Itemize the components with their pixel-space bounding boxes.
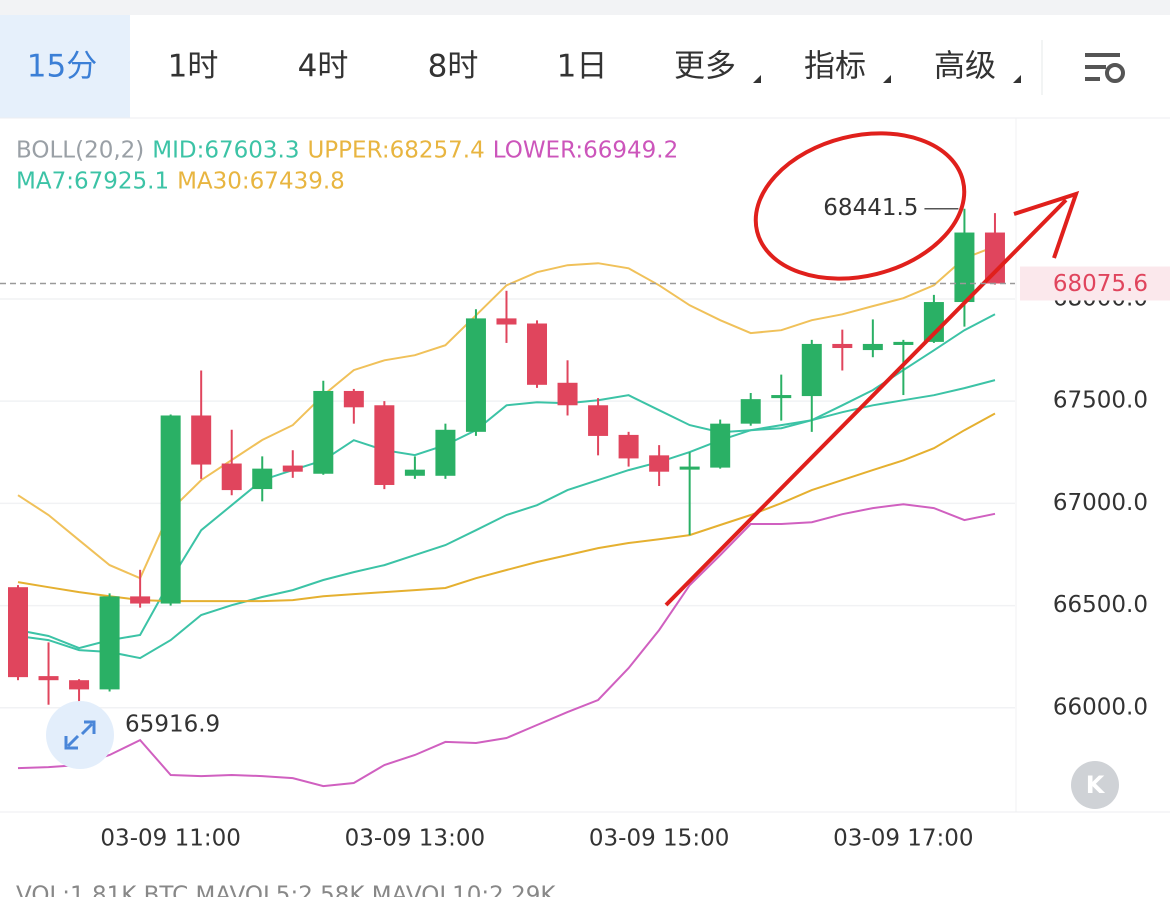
indicator-line <box>17 245 996 580</box>
indicator-line <box>17 313 996 650</box>
candle-body <box>374 405 395 485</box>
legend-entry: MID:67603.3 <box>152 138 299 164</box>
candle-body <box>832 343 853 349</box>
tab[interactable]: 高级 <box>934 49 996 85</box>
settings-icon[interactable] <box>1085 53 1125 83</box>
scroll-end-icon: K <box>1086 771 1106 799</box>
dropdown-caret <box>883 75 891 83</box>
indicator-line <box>17 412 996 603</box>
y-tick-label: 67500.0 <box>1053 388 1148 414</box>
candle-body <box>130 596 151 604</box>
candle-body <box>282 465 303 472</box>
status-strip <box>0 0 1170 15</box>
candle-body <box>69 680 90 690</box>
candle-body <box>160 415 181 604</box>
tab[interactable]: 指标 <box>804 49 866 85</box>
dropdown-caret <box>753 75 761 83</box>
candle-body <box>923 302 944 342</box>
candle-body <box>38 676 59 681</box>
volume-legend: VOL:1.81K BTC MAVOL5:2.58K MAVOL10:2.29K <box>16 883 556 897</box>
candle-body <box>343 390 364 408</box>
hand-annotation <box>664 131 1080 607</box>
y-tick-label: 67000.0 <box>1053 490 1148 516</box>
candle-body <box>465 318 486 432</box>
candle-body <box>221 463 242 491</box>
legend-entry: BOLL(20,2) <box>16 138 144 164</box>
tab[interactable]: 1日 <box>557 49 608 85</box>
candle-body <box>618 434 639 459</box>
selected-tab-bg <box>0 15 130 118</box>
candle-body <box>99 596 120 690</box>
candle-body <box>862 343 883 351</box>
x-tick-label: 03-09 17:00 <box>833 826 973 852</box>
y-tick-label: 66000.0 <box>1053 694 1148 720</box>
expand-button[interactable] <box>46 701 114 769</box>
x-tick-label: 03-09 13:00 <box>345 826 485 852</box>
high-label: 68441.5 <box>823 195 918 221</box>
candle-body <box>191 415 212 465</box>
expand-icon <box>64 720 96 750</box>
legend-entry: MA7:67925.1 <box>16 169 169 195</box>
last-price-label: 68075.6 <box>1053 271 1148 297</box>
tab[interactable]: 更多 <box>674 49 736 85</box>
low-label: 65916.9 <box>125 711 220 737</box>
tab[interactable]: 4时 <box>298 49 349 85</box>
candle-body <box>527 323 548 385</box>
candle-body <box>649 455 670 472</box>
candle-body <box>496 318 517 325</box>
tab[interactable]: 15分 <box>27 49 97 85</box>
candle-body <box>984 232 1005 284</box>
candle-body <box>404 469 425 476</box>
candle-body <box>740 399 761 424</box>
tab[interactable]: 1时 <box>168 49 219 85</box>
y-tick-label: 66500.0 <box>1053 592 1148 618</box>
x-tick-label: 03-09 11:00 <box>100 826 240 852</box>
candle-body <box>954 232 975 303</box>
candle-body <box>771 395 792 399</box>
candle-body <box>801 343 822 397</box>
indicator-line <box>17 379 996 660</box>
scroll-end-button[interactable] <box>1071 761 1119 809</box>
last-price-tag <box>1020 266 1170 301</box>
candle-body <box>313 390 334 474</box>
candle-body <box>679 466 700 470</box>
legend-entry: LOWER:66949.2 <box>493 138 679 164</box>
candle-body <box>557 382 578 406</box>
tab[interactable]: 8时 <box>428 49 479 85</box>
legend-entry: UPPER:68257.4 <box>307 138 484 164</box>
dropdown-caret <box>1013 75 1021 83</box>
indicator-line <box>17 503 996 788</box>
candle-body <box>588 405 609 436</box>
candle-body <box>435 429 456 476</box>
x-tick-label: 03-09 15:00 <box>589 826 729 852</box>
candle-body <box>893 341 914 345</box>
legend-entry: MA30:67439.8 <box>177 169 345 195</box>
candle-body <box>710 423 731 468</box>
plot <box>0 208 1015 788</box>
candle-body <box>252 468 273 490</box>
candle-body <box>8 587 28 678</box>
